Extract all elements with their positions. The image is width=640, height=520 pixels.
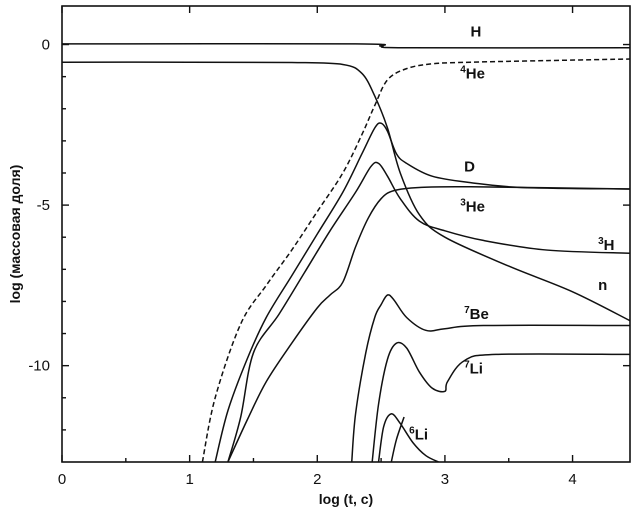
series-label-7be: 7Be <box>464 305 489 323</box>
series-line-3he <box>227 185 630 462</box>
series-line-3h <box>227 161 630 462</box>
x-tick-label: 4 <box>568 471 576 488</box>
y-tick-label: -5 <box>37 197 50 214</box>
series-label-3h: 3H <box>598 236 614 254</box>
series-label-symbol: H <box>604 237 615 254</box>
x-tick-label: 1 <box>185 471 193 488</box>
y-tick-label: -10 <box>28 358 50 375</box>
x-tick-label: 2 <box>313 471 321 488</box>
x-axis-title: log (t, c) <box>319 491 373 507</box>
series-label-d: D <box>464 158 475 175</box>
series-label-symbol: Be <box>470 306 489 323</box>
series-label-superscript: 6 <box>409 426 415 437</box>
series-line-6li <box>377 413 439 462</box>
series-label-superscript: 7 <box>464 305 470 316</box>
series-line-7li <box>371 341 630 462</box>
series-label-symbol: Li <box>470 361 483 378</box>
y-axis: 0 -5 -10 <box>28 37 630 431</box>
plot-frame <box>61 5 631 463</box>
series-label-4he: 4He <box>460 64 485 82</box>
series-label-7li: 7Li <box>464 360 483 378</box>
series-label-symbol: He <box>466 199 485 216</box>
series-label-superscript: 3 <box>598 236 604 247</box>
series-line-7li-tail <box>390 416 405 462</box>
series-label-superscript: 7 <box>464 360 470 371</box>
series-label-symbol: He <box>466 65 485 82</box>
series-label-n: n <box>598 277 607 294</box>
series-label-symbol: Li <box>415 427 428 444</box>
x-tick-label: 0 <box>58 471 66 488</box>
series-line-4he <box>201 58 630 462</box>
series-label-h: H <box>470 24 481 41</box>
series-label-3he: 3He <box>460 198 485 216</box>
series-line-h <box>62 42 630 49</box>
series-label-6li: 6Li <box>409 426 428 444</box>
series-line-7be <box>350 294 630 462</box>
series-label-superscript: 4 <box>460 64 466 75</box>
series-label-superscript: 3 <box>460 198 466 209</box>
series-line-d <box>214 122 630 462</box>
y-tick-label: 0 <box>42 37 50 54</box>
x-axis: 0 1 2 3 4 <box>58 6 577 488</box>
y-axis-title: log (массовая доля) <box>7 165 23 304</box>
series-group <box>62 42 630 462</box>
x-tick-label: 3 <box>441 471 449 488</box>
series-line-n <box>62 61 630 322</box>
